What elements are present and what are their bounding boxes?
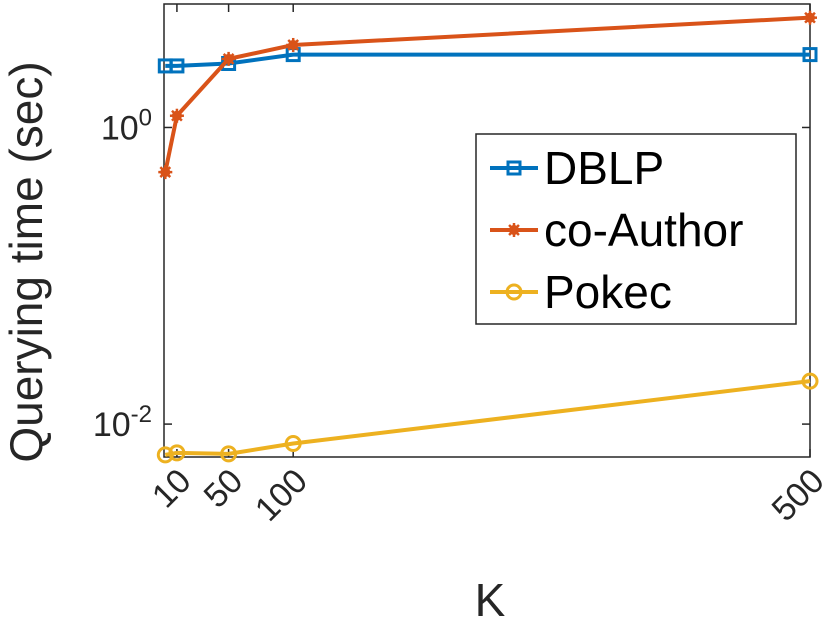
x-axis-title: K (475, 574, 506, 621)
circle-marker (220, 445, 238, 463)
square-marker (802, 47, 818, 63)
axis-ticks (164, 4, 811, 457)
legend-item: co-Author (490, 204, 743, 256)
y-tick-label: 10-2 (93, 401, 152, 444)
asterisk-marker (286, 37, 301, 52)
axes-frame (163, 3, 811, 458)
x-tick-label: 50 (197, 462, 251, 516)
asterisk-marker (169, 108, 184, 123)
square-marker (169, 58, 185, 74)
square-marker (506, 160, 522, 176)
circle-marker (168, 444, 186, 462)
circle-marker (156, 446, 174, 464)
y-tick-labels: 10-2 100 (93, 104, 152, 444)
series-line (164, 379, 811, 457)
y-tick-label: 100 (101, 104, 152, 147)
legend-item: DBLP (490, 142, 664, 194)
x-tick-label: 100 (248, 462, 315, 529)
x-tick-label: 10 (145, 462, 199, 516)
asterisk-marker (803, 10, 817, 25)
legend-label: co-Author (544, 204, 743, 256)
circle-marker (801, 372, 819, 390)
x-tick-label: 500 (765, 462, 830, 529)
series-line (165, 52, 810, 68)
legend-item: Pokec (490, 266, 672, 318)
series-co-author (158, 10, 817, 180)
series-pokec (156, 372, 819, 464)
series-layer (156, 10, 819, 464)
asterisk-marker (221, 51, 236, 66)
plot-box (163, 3, 811, 458)
y-axis-title: Querying time (sec) (0, 61, 52, 462)
legend-label: Pokec (544, 266, 672, 318)
asterisk-marker (507, 223, 521, 237)
circle-marker (284, 434, 302, 452)
circle-marker (505, 283, 523, 301)
legend-label: DBLP (544, 142, 664, 194)
asterisk-marker (158, 165, 173, 180)
legend: DBLP co-Author Pokec (475, 133, 797, 325)
